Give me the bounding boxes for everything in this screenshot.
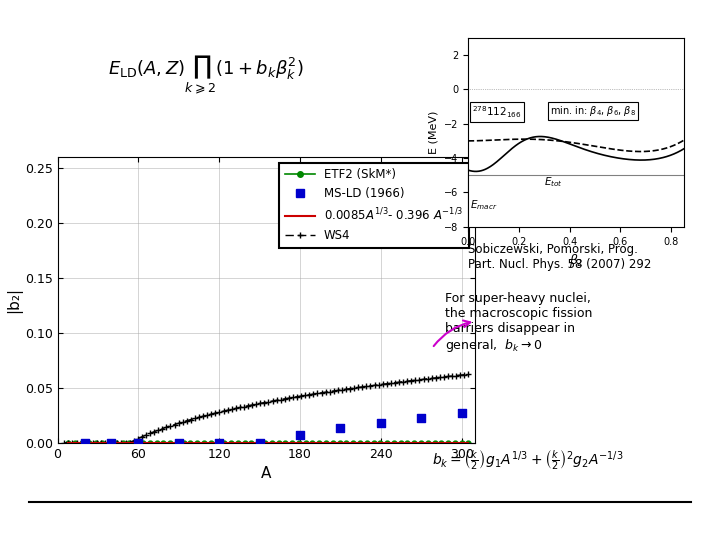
$E_{macr}$	[636, 148, 645, 155]
Point	[214, 438, 225, 447]
Legend: ETF2 (SkM*), MS-LD (1966), $0.0085A^{1/3}$- $0.396\ A^{-1/3}$, WS4: ETF2 (SkM*), MS-LD (1966), $0.0085A^{1/3…	[279, 163, 469, 248]
Point	[173, 438, 184, 447]
Text: $E_{\mathrm{LD}}(A,Z)\prod_{k\geqslant 2}(1+b_k\beta_k^2)$: $E_{\mathrm{LD}}(A,Z)\prod_{k\geqslant 2…	[108, 54, 304, 96]
$E_{macr}$	[661, 145, 670, 152]
Point	[335, 424, 346, 433]
$E_{tot}$	[661, 154, 670, 160]
Point	[78, 438, 90, 447]
$E_{tot}$	[464, 167, 473, 173]
$E_{tot}$	[593, 150, 602, 157]
X-axis label: A: A	[261, 466, 271, 481]
Text: $E_{tot}$: $E_{tot}$	[544, 175, 562, 189]
Y-axis label: |b₂|: |b₂|	[6, 287, 22, 313]
Point	[415, 413, 427, 422]
$E_{tot}$	[472, 168, 480, 174]
$E_{macr}$	[593, 143, 601, 150]
$E_{tot}$	[594, 150, 603, 157]
Line: $E_{macr}$: $E_{macr}$	[468, 139, 684, 152]
$E_{tot}$	[647, 156, 656, 163]
Text: Sobiczewski, Pomorski, Prog.
Part. Nucl. Phys. 58 (2007) 292: Sobiczewski, Pomorski, Prog. Part. Nucl.…	[468, 243, 652, 271]
$E_{macr}$	[464, 138, 473, 144]
Point	[132, 438, 144, 447]
Text: $b_k = \left(\frac{k}{2}\right) g_1 A^{1/3} + \left(\frac{k}{2}\right)^2 g_2 A^{: $b_k = \left(\frac{k}{2}\right) g_1 A^{1…	[432, 448, 624, 472]
$E_{tot}$	[680, 145, 688, 152]
Text: $E_{macr}$: $E_{macr}$	[470, 198, 498, 212]
$E_{macr}$	[647, 148, 656, 154]
Line: $E_{tot}$: $E_{tot}$	[468, 137, 684, 171]
Point	[375, 418, 387, 427]
Point	[456, 409, 467, 417]
Point	[106, 438, 117, 447]
$E_{macr}$	[597, 144, 606, 151]
$E_{macr}$	[520, 136, 528, 143]
X-axis label: $\beta_2$: $\beta_2$	[569, 252, 583, 269]
$E_{macr}$	[464, 138, 472, 144]
Text: $^{278}112_{166}$: $^{278}112_{166}$	[472, 104, 522, 119]
$E_{tot}$	[536, 133, 544, 140]
Point	[254, 438, 266, 447]
$E_{tot}$	[464, 167, 472, 173]
Text: min. in: $\beta_4$, $\beta_6$, $\beta_8$: min. in: $\beta_4$, $\beta_6$, $\beta_8$	[550, 104, 636, 118]
Text: For super-heavy nuclei,
the macroscopic fission
barriers disappear in
general,  : For super-heavy nuclei, the macroscopic …	[445, 292, 593, 354]
$E_{tot}$	[598, 151, 606, 158]
Y-axis label: E (MeV): E (MeV)	[428, 111, 438, 154]
$E_{macr}$	[593, 144, 602, 150]
Point	[294, 431, 306, 440]
$E_{macr}$	[680, 137, 688, 143]
